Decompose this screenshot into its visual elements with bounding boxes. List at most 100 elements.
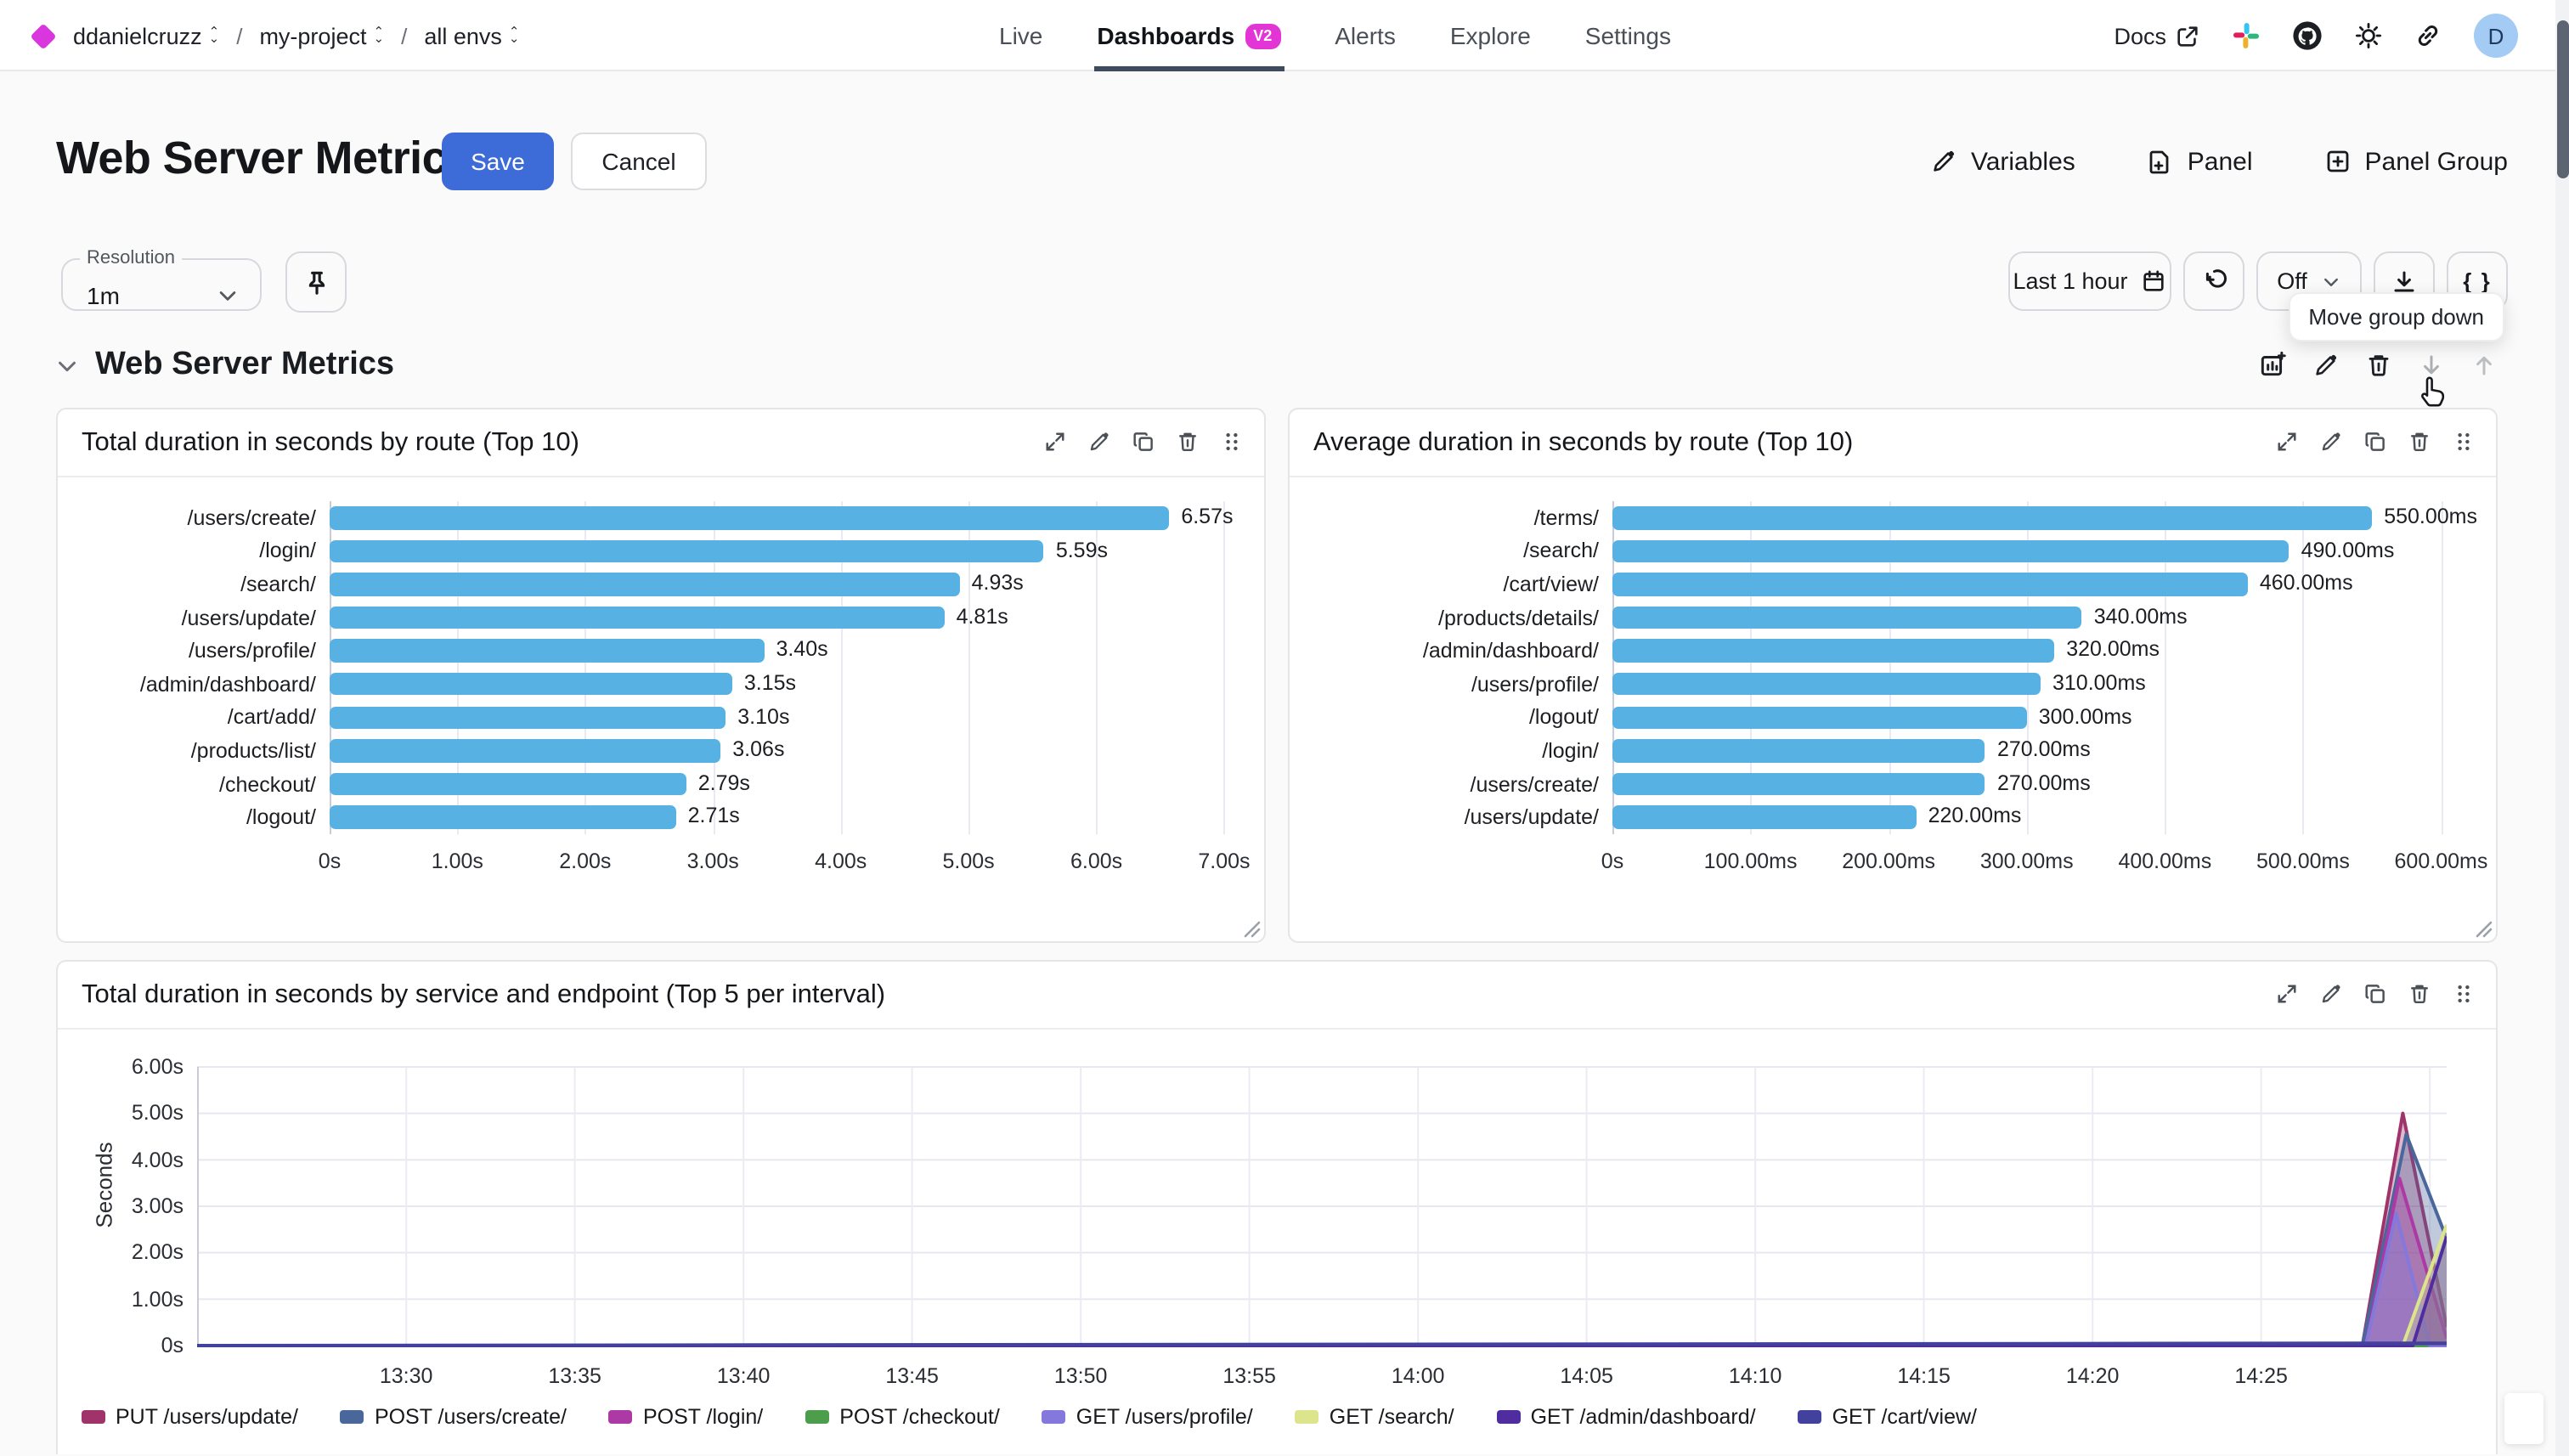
clone-panel-button[interactable] [1132, 430, 1155, 454]
expand-panel-button[interactable] [2275, 430, 2299, 454]
bar[interactable] [330, 606, 945, 629]
bar[interactable] [330, 539, 1044, 563]
github-icon[interactable] [2292, 20, 2323, 51]
collapse-chevron-icon[interactable] [54, 353, 80, 379]
bar[interactable] [1612, 506, 2373, 529]
bar[interactable] [330, 506, 1170, 529]
x-tick-label: 1.00s [431, 849, 483, 873]
bar[interactable] [330, 739, 721, 763]
drag-handle-icon[interactable] [2452, 430, 2476, 454]
panel-title: Average duration in seconds by route (To… [1313, 428, 1854, 457]
expand-panel-button[interactable] [2275, 982, 2299, 1006]
user-avatar[interactable]: D [2474, 14, 2518, 58]
legend-item[interactable]: GET /admin/dashboard/ [1496, 1405, 1756, 1429]
bar-category-label: /users/update/ [1464, 805, 1599, 830]
bar-category-label: /login/ [259, 539, 316, 563]
legend-item[interactable]: POST /login/ [608, 1405, 763, 1429]
bar-row: /login/270.00ms [1313, 734, 2469, 768]
bar[interactable] [1612, 539, 2290, 563]
bar-track: 550.00ms [1612, 501, 2477, 535]
org-selector[interactable]: ddanielcruzz ⌃ ⌄ [73, 23, 219, 48]
bar[interactable] [1612, 739, 1985, 763]
bar-value-label: 2.71s [687, 804, 740, 828]
legend-item[interactable]: POST /checkout/ [805, 1405, 1000, 1429]
nav-settings[interactable]: Settings [1584, 22, 1671, 49]
bar-value-label: 2.79s [697, 770, 750, 795]
docs-link[interactable]: Docs [2114, 23, 2200, 48]
move-group-down-button[interactable] [2418, 351, 2445, 378]
refresh-button[interactable] [2183, 251, 2244, 311]
scrollbar-thumb[interactable] [2556, 20, 2568, 178]
legend-item[interactable]: POST /users/create/ [340, 1405, 567, 1429]
bar[interactable] [330, 639, 765, 663]
legend-swatch-icon [1798, 1410, 1822, 1424]
add-chart-button[interactable] [2258, 350, 2287, 379]
save-button[interactable]: Save [442, 133, 554, 190]
x-tick-label: 200.00ms [1842, 849, 1936, 873]
drag-handle-icon[interactable] [1220, 430, 1244, 454]
bar-category-label: /users/profile/ [1471, 672, 1599, 697]
delete-panel-button[interactable] [2408, 982, 2431, 1006]
delete-panel-button[interactable] [1176, 430, 1200, 454]
slack-icon[interactable] [2233, 22, 2260, 49]
delete-panel-button[interactable] [2408, 430, 2431, 454]
panel-title: Total duration in seconds by service and… [82, 980, 886, 1009]
expand-panel-button[interactable] [1043, 430, 1067, 454]
nav-alerts[interactable]: Alerts [1335, 22, 1396, 49]
bar[interactable] [1612, 573, 2248, 596]
bar[interactable] [1612, 606, 2082, 629]
bar-track: 2.79s [330, 767, 1237, 801]
bar[interactable] [1612, 639, 2055, 663]
theme-toggle-sun-icon[interactable] [2355, 22, 2382, 49]
edit-group-button[interactable] [2312, 351, 2340, 378]
drag-handle-icon[interactable] [2452, 982, 2476, 1006]
edit-panel-button[interactable] [2319, 430, 2343, 454]
legend-item[interactable]: PUT /users/update/ [82, 1405, 298, 1429]
clone-panel-button[interactable] [2363, 982, 2387, 1006]
bar-chart-average-duration: /terms/550.00ms/search/490.00ms/cart/vie… [1313, 501, 2487, 883]
bar[interactable] [1612, 805, 1917, 829]
bar-value-label: 3.40s [776, 637, 828, 662]
page-scrollbar[interactable] [2555, 0, 2569, 1456]
delete-group-button[interactable] [2365, 351, 2392, 378]
breadcrumb-separator: / [401, 23, 408, 48]
bar[interactable] [330, 706, 726, 730]
project-selector[interactable]: my-project ⌃ ⌄ [259, 23, 384, 48]
resolution-select[interactable]: Resolution 1m [61, 248, 262, 311]
move-group-up-button[interactable] [2470, 351, 2498, 378]
bar-category-label: /terms/ [1533, 505, 1599, 530]
share-link-icon[interactable] [2414, 22, 2442, 49]
bar[interactable] [1612, 706, 2027, 730]
chevron-down-icon [2323, 277, 2338, 285]
nav-live[interactable]: Live [999, 22, 1043, 49]
updown-chevron-icon: ⌃ ⌄ [208, 23, 220, 46]
env-selector[interactable]: all envs ⌃ ⌄ [424, 23, 519, 48]
bar-track: 320.00ms [1612, 634, 2469, 668]
legend-item[interactable]: GET /users/profile/ [1042, 1405, 1253, 1429]
plus-square-icon [2327, 150, 2348, 172]
nav-explore[interactable]: Explore [1449, 22, 1531, 49]
bar[interactable] [1612, 672, 2041, 696]
edit-panel-button[interactable] [1087, 430, 1111, 454]
clone-panel-button[interactable] [2363, 430, 2387, 454]
edit-panel-button[interactable] [2319, 982, 2343, 1006]
bar[interactable] [330, 772, 686, 796]
bar[interactable] [330, 805, 676, 829]
add-panel-button[interactable]: Panel [2147, 147, 2253, 176]
cancel-button[interactable]: Cancel [571, 133, 707, 190]
bar[interactable] [330, 672, 732, 696]
nav-dashboards[interactable]: Dashboards V2 [1093, 0, 1284, 71]
bar[interactable] [330, 573, 960, 596]
add-panel-group-button[interactable]: Panel Group [2324, 147, 2508, 176]
legend-item[interactable]: GET /cart/view/ [1798, 1405, 1977, 1429]
bar[interactable] [1612, 772, 1985, 796]
bar-category-label: /users/create/ [1470, 772, 1599, 797]
variables-button[interactable]: Variables [1930, 147, 2075, 176]
resize-grip-icon[interactable] [1244, 921, 1261, 938]
bar-track: 490.00ms [1612, 534, 2469, 568]
resize-grip-icon[interactable] [2476, 921, 2493, 938]
legend-item[interactable]: GET /search/ [1295, 1405, 1454, 1429]
bar-track: 300.00ms [1612, 701, 2469, 735]
time-range-picker[interactable]: Last 1 hour [2008, 251, 2171, 311]
pin-resolution-button[interactable] [285, 251, 347, 313]
